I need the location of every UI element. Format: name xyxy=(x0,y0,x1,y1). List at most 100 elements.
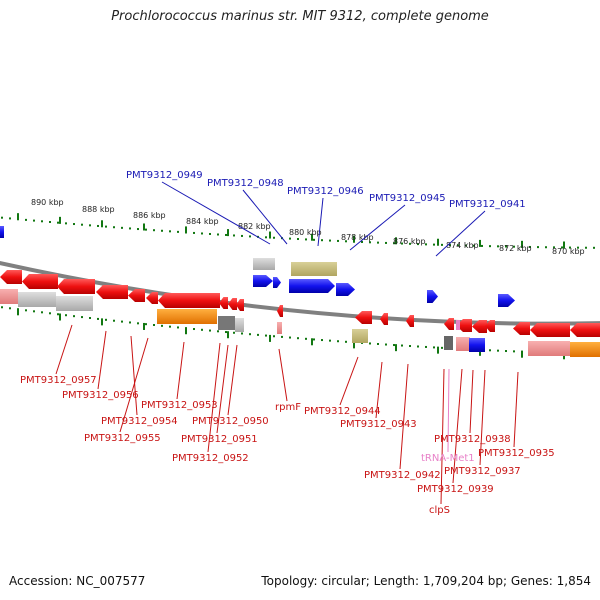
scale-dot xyxy=(425,345,427,348)
scale-dot xyxy=(497,349,499,352)
scale-dot xyxy=(209,232,211,235)
scale-dot xyxy=(57,313,59,316)
scale-major-tick xyxy=(101,318,103,326)
scale-dot xyxy=(105,318,107,321)
bottom-label-leader xyxy=(469,369,474,434)
top-label-leader xyxy=(435,210,486,257)
reverse-cds-arrow xyxy=(228,298,237,310)
scale-major-tick xyxy=(59,216,61,224)
bottom-feature-label: rpmF xyxy=(275,402,301,413)
scale-dot xyxy=(73,223,75,226)
scale-dot xyxy=(369,342,371,345)
scale-dot xyxy=(113,319,115,322)
scale-major-tick xyxy=(269,231,271,239)
bottom-feature-label: PMT9312_0943 xyxy=(340,419,417,430)
scale-major-tick xyxy=(479,348,481,356)
bottom-label-leader xyxy=(207,342,221,453)
scale-major-tick xyxy=(311,338,313,346)
scale-dot xyxy=(33,310,35,313)
reverse-cds-arrow xyxy=(0,270,22,284)
scale-tick-label: 882 kbp xyxy=(238,222,271,231)
bottom-label-leader xyxy=(513,371,519,448)
bottom-feature-label: PMT9312_0942 xyxy=(364,470,441,481)
scale-dot xyxy=(273,236,275,239)
scale-dot xyxy=(489,245,491,248)
scale-major-tick xyxy=(17,213,19,221)
scale-dot xyxy=(593,246,595,249)
top-label-leader xyxy=(242,189,288,245)
bottom-label-leader xyxy=(452,368,463,484)
scale-dot xyxy=(209,329,211,332)
scale-dot xyxy=(193,328,195,331)
scale-dot xyxy=(537,246,539,249)
scale-dot xyxy=(265,334,267,337)
bottom-label-leader xyxy=(97,330,107,390)
top-label-leader xyxy=(317,197,324,247)
scale-dot xyxy=(121,226,123,229)
scale-dot xyxy=(385,343,387,346)
scale-dot xyxy=(505,350,507,353)
scale-dot xyxy=(345,240,347,243)
reverse-cds-arrow xyxy=(22,274,58,289)
bottom-label-leader xyxy=(447,368,450,453)
scale-dot xyxy=(529,245,531,248)
scale-dot xyxy=(161,324,163,327)
scale-dot xyxy=(465,244,467,247)
forward-cds-arrow xyxy=(336,283,355,296)
scale-dot xyxy=(249,235,251,238)
reverse-cds-arrow xyxy=(277,305,283,317)
scale-dot xyxy=(433,346,435,349)
reverse-cds-arrow xyxy=(158,293,220,308)
bottom-label-leader xyxy=(399,363,409,470)
scale-major-tick xyxy=(437,346,439,354)
reverse-cds-arrow xyxy=(472,320,487,333)
scale-dot xyxy=(81,316,83,319)
scale-dot xyxy=(65,314,67,317)
label-leaders xyxy=(55,181,519,505)
accession-text: Accession: NC_007577 xyxy=(9,574,146,588)
reverse-track-block xyxy=(18,292,56,307)
scale-dot xyxy=(553,246,555,249)
scale-dot xyxy=(377,342,379,345)
scale-dot xyxy=(513,245,515,248)
reverse-cds-arrow xyxy=(355,311,372,324)
scale-dot xyxy=(401,344,403,347)
reverse-cds-arrow xyxy=(219,297,228,309)
scale-dot xyxy=(49,312,51,315)
reverse-cds-arrow xyxy=(406,315,414,327)
scale-dot xyxy=(177,230,179,233)
scale-tick-label: 874 kbp xyxy=(446,241,479,250)
forward-cds-arrow xyxy=(273,277,281,288)
scale-dot xyxy=(241,332,243,335)
scale-dot xyxy=(417,345,419,348)
reverse-cds-arrow xyxy=(236,299,244,311)
bottom-feature-label: PMT9312_0955 xyxy=(84,433,161,444)
forward-cds-arrow xyxy=(498,294,515,307)
scale-dot xyxy=(105,225,107,228)
bottom-feature-label: PMT9312_0957 xyxy=(20,375,97,386)
scale-tick-label: 888 kbp xyxy=(82,205,115,214)
scale-dot xyxy=(513,350,515,353)
bottom-feature-label: PMT9312_0937 xyxy=(444,466,521,477)
scale-dot xyxy=(249,333,251,336)
scale-ticks: 890 kbp 888 kbp 886 kbp 884 kbp 882 kbp 880 k… xyxy=(1,198,595,360)
scale-dot xyxy=(153,229,155,232)
reverse-track-block xyxy=(528,341,570,356)
reverse-cds-arrow xyxy=(57,279,95,294)
reverse-track-block xyxy=(56,296,93,311)
scale-dot xyxy=(169,230,171,233)
scale-dot xyxy=(145,228,147,231)
top-label-leader xyxy=(349,204,406,251)
bottom-feature-label: PMT9312_0950 xyxy=(192,416,269,427)
scale-dot xyxy=(89,317,91,320)
scale-dot xyxy=(329,339,331,342)
reverse-cds-arrow xyxy=(444,318,454,330)
forward-cds-block xyxy=(291,262,337,276)
scale-major-tick xyxy=(395,237,397,245)
scale-dot xyxy=(65,222,67,225)
bottom-feature-label: PMT9312_0939 xyxy=(417,484,494,495)
forward-cds-block xyxy=(253,258,275,270)
scale-major-tick xyxy=(185,327,187,335)
scale-tick-label: 870 kbp xyxy=(552,247,585,256)
scale-dot xyxy=(241,234,243,237)
